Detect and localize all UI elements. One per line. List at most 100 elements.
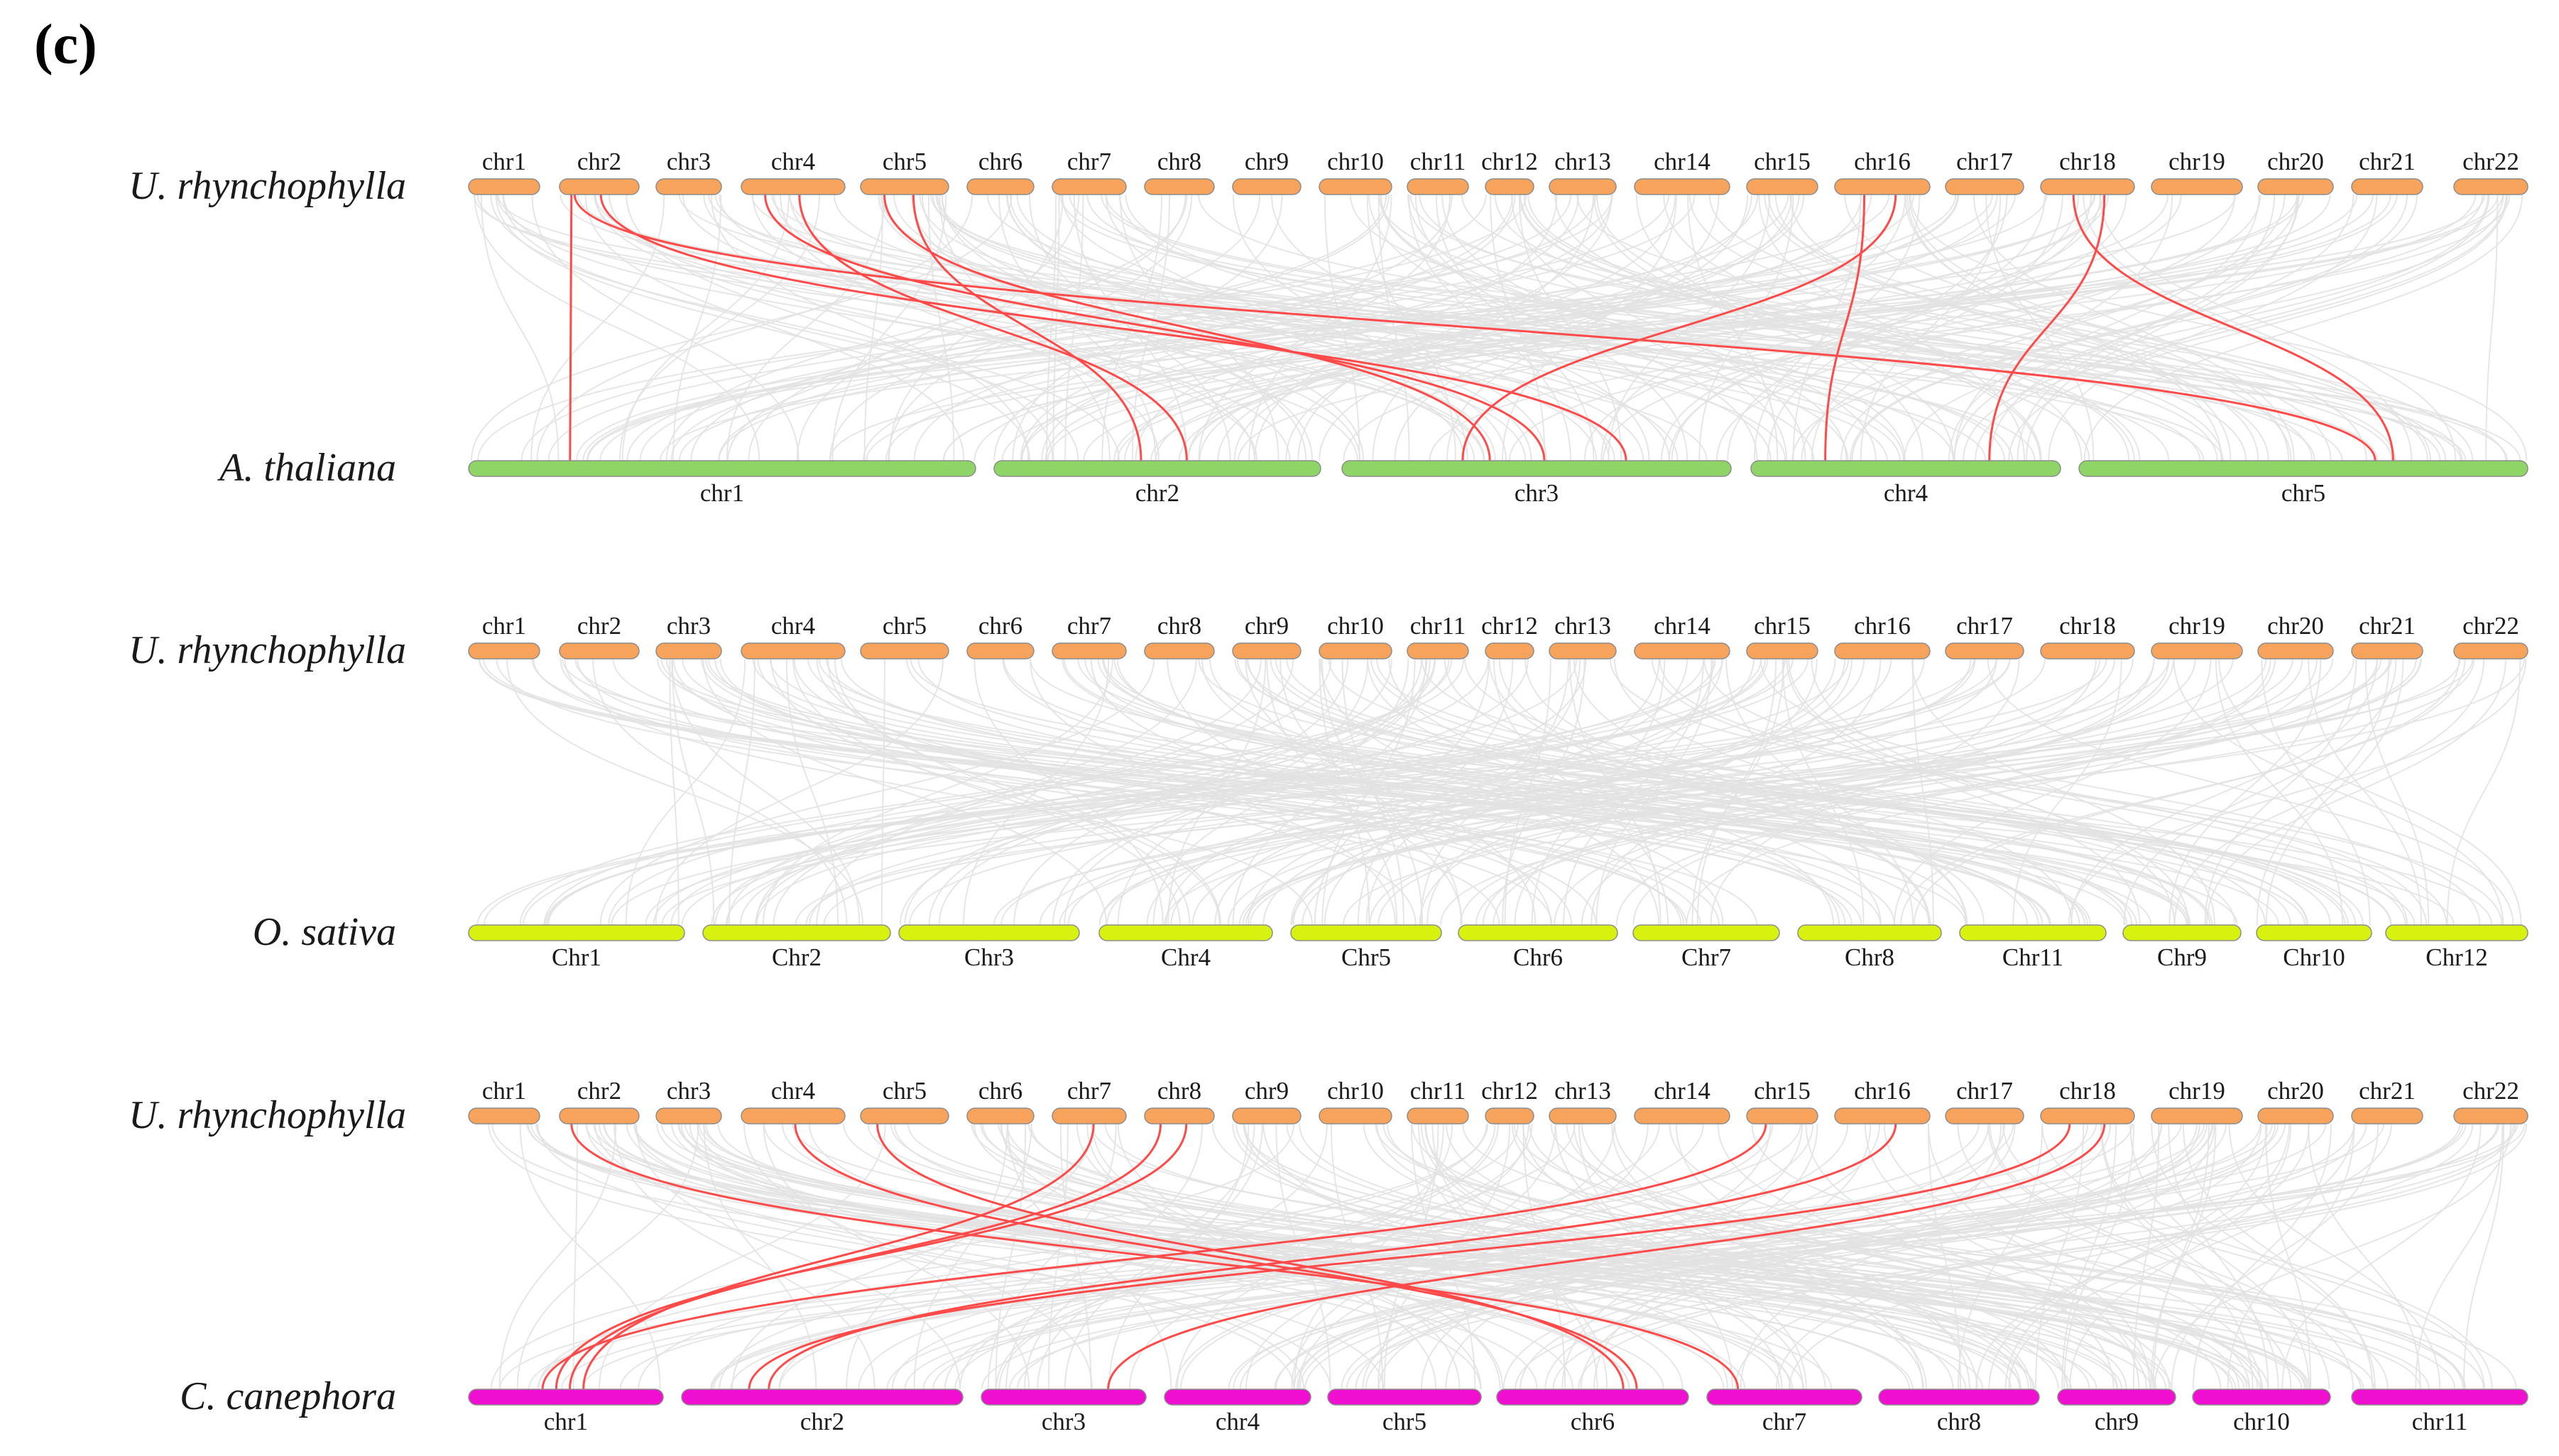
- background-link: [726, 658, 1332, 926]
- background-link: [1343, 194, 2182, 461]
- focal-chromosome-bar: [1549, 1107, 1617, 1124]
- background-link: [1613, 658, 2073, 926]
- focal-chromosome-bar: [1746, 642, 1818, 659]
- focal-chromosome-label: chr17: [1956, 1077, 2013, 1105]
- focal-chromosome-bar: [1144, 642, 1215, 659]
- background-link: [1059, 658, 2382, 926]
- focal-chromosome-label: chr5: [883, 612, 927, 640]
- background-link: [1475, 658, 2378, 926]
- background-link: [476, 194, 1987, 461]
- background-link: [2100, 1123, 2254, 1390]
- background-link: [2182, 1123, 2374, 1390]
- focal-chromosome-bar: [1052, 642, 1127, 659]
- background-link: [2261, 658, 2371, 926]
- comparison-chromosome-label: chr9: [2095, 1408, 2139, 1435]
- highlighted-syntenic-link: [883, 194, 1491, 461]
- background-link: [2308, 1123, 2421, 1390]
- focal-chromosome-label: chr22: [2462, 148, 2519, 175]
- background-link: [1386, 1123, 2264, 1390]
- focal-chromosome-bar: [741, 1107, 846, 1124]
- focal-chromosome-bar: [2257, 178, 2334, 195]
- background-link: [1789, 194, 2259, 461]
- comparison-chromosome-label: chr5: [1382, 1408, 1426, 1435]
- comparison-chromosome-label: Chr6: [1513, 943, 1563, 971]
- labels-layer: chr1 chr2 chr3 chr4 chr5 chr6 chr7 chr8 chr9 chr1…: [129, 148, 2519, 1435]
- background-link: [1077, 658, 2391, 926]
- focal-chromosome-label: chr18: [2059, 148, 2116, 175]
- focal-chromosome-label: chr12: [1481, 612, 1538, 640]
- background-link: [2446, 658, 2521, 926]
- comparison-chromosome-bar: [2385, 924, 2528, 941]
- background-link: [846, 1123, 1032, 1390]
- background-link: [522, 658, 1723, 926]
- focal-chromosome-label: chr4: [771, 148, 815, 175]
- background-link: [1419, 658, 1570, 926]
- background-link: [1753, 194, 1921, 461]
- focal-chromosome-label: chr22: [2462, 1077, 2519, 1105]
- background-link: [1059, 194, 2315, 461]
- background-link: [1529, 1123, 2240, 1390]
- background-link: [1246, 658, 2308, 926]
- background-link: [2265, 658, 2404, 926]
- background-link: [2004, 1123, 2268, 1390]
- species-label-bottom: O. sativa: [253, 910, 396, 954]
- background-link: [1370, 658, 2236, 926]
- background-link: [480, 194, 560, 461]
- background-link: [1988, 1123, 2291, 1390]
- comparison-chromosome-bar: [2192, 1389, 2331, 1406]
- focal-chromosome-label: chr1: [482, 612, 526, 640]
- focal-chromosome-label: chr4: [771, 1077, 815, 1105]
- background-link: [503, 194, 1358, 461]
- background-link: [1975, 194, 2507, 461]
- background-link: [613, 1123, 875, 1390]
- focal-chromosome-label: chr5: [883, 1077, 927, 1105]
- background-link: [2100, 1123, 2279, 1390]
- comparison-chromosome-bar: [2122, 924, 2242, 941]
- focal-chromosome-label: chr8: [1157, 1077, 1201, 1105]
- background-link: [1767, 194, 2008, 461]
- background-link: [476, 658, 1975, 926]
- focal-chromosome-bar: [2151, 178, 2243, 195]
- background-link: [1554, 658, 2155, 926]
- background-link: [796, 194, 1080, 461]
- background-link: [1461, 194, 2447, 461]
- background-link: [1767, 194, 2432, 461]
- focal-chromosome-bar: [1144, 1107, 1215, 1124]
- comparison-chromosome-label: Chr11: [2002, 943, 2063, 971]
- comparison-chromosome-bar: [1878, 1389, 2040, 1406]
- background-link: [495, 194, 1031, 461]
- background-link: [672, 194, 722, 461]
- focal-chromosome-bar: [1634, 178, 1730, 195]
- focal-chromosome-bar: [1549, 178, 1617, 195]
- focal-chromosome-bar: [1834, 1107, 1931, 1124]
- background-link: [669, 658, 680, 926]
- focal-chromosome-bar: [1834, 178, 1931, 195]
- background-link: [711, 658, 1716, 926]
- species-label-top: U. rhynchophylla: [129, 1093, 406, 1137]
- focal-chromosome-label: chr3: [667, 148, 711, 175]
- background-link: [1788, 658, 2190, 926]
- background-link: [827, 658, 1222, 926]
- background-link: [1170, 658, 1892, 926]
- background-link: [621, 194, 790, 461]
- focal-chromosome-label: chr8: [1157, 148, 1201, 175]
- background-link: [488, 1123, 1295, 1390]
- focal-chromosome-bar: [1945, 1107, 2024, 1124]
- background-link: [1953, 194, 2355, 461]
- background-link: [907, 1123, 2430, 1390]
- background-link: [913, 194, 1514, 461]
- background-link: [2034, 1123, 2085, 1390]
- focal-chromosome-label: chr21: [2359, 612, 2416, 640]
- background-link: [598, 1123, 1746, 1390]
- background-link: [2228, 1123, 2441, 1390]
- focal-chromosome-bar: [1485, 642, 1534, 659]
- background-link: [1759, 658, 2481, 926]
- background-link: [1851, 194, 2418, 461]
- background-link: [1864, 1123, 2140, 1390]
- highlighted-syntenic-link: [876, 1123, 1625, 1390]
- focal-chromosome-label: chr2: [577, 612, 621, 640]
- focal-chromosome-bar: [1485, 1107, 1534, 1124]
- background-link: [2063, 1123, 2135, 1390]
- background-link: [1113, 194, 2110, 461]
- background-link: [1698, 194, 1794, 461]
